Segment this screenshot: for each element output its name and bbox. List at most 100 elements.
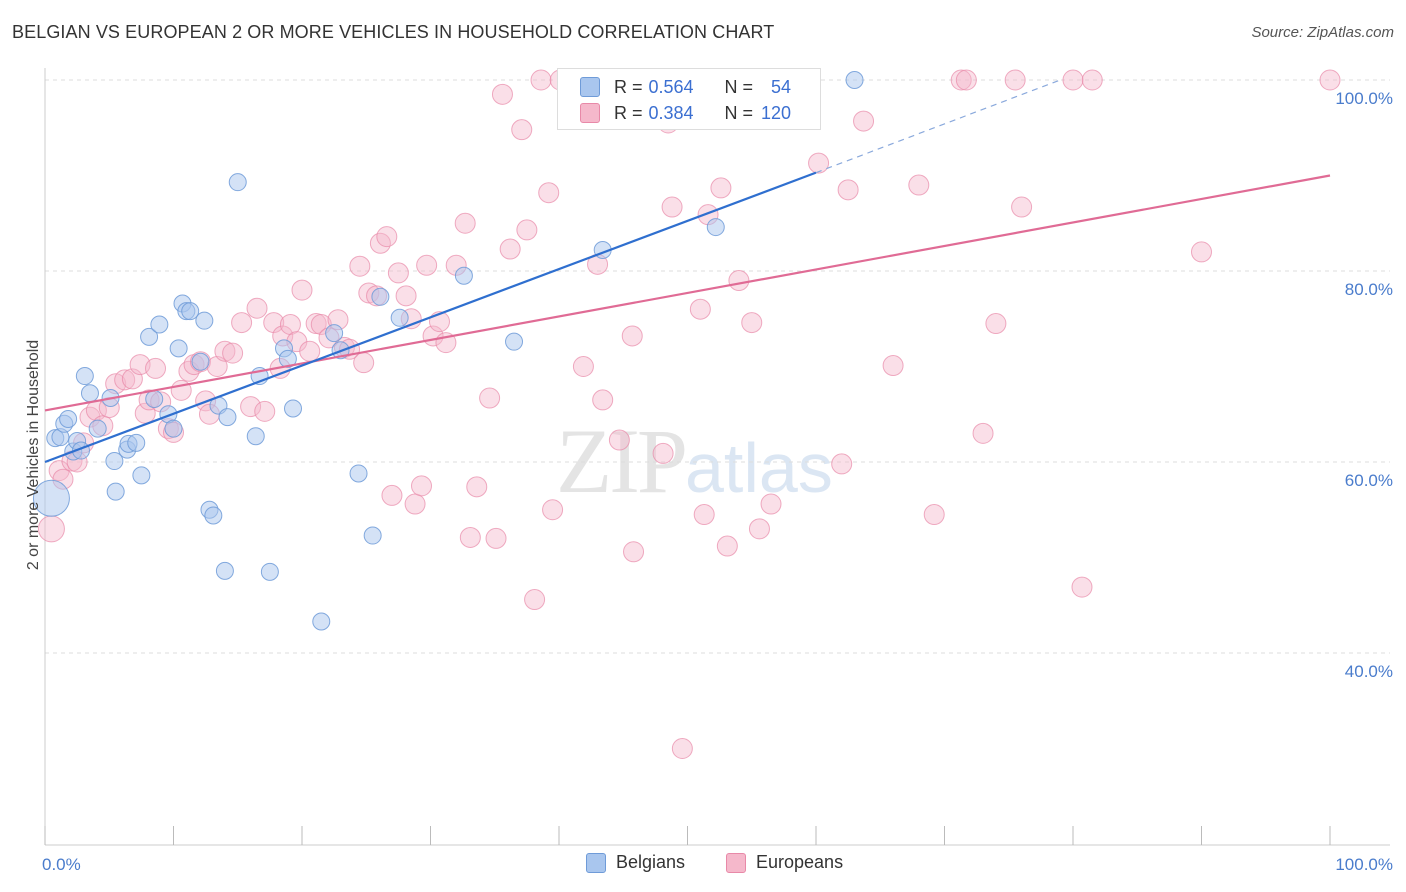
legend-r-label: R = (614, 76, 643, 97)
europeans-point (479, 387, 501, 409)
y-axis-label: 2 or more Vehicles in Household (25, 340, 42, 570)
x-tick-label: 0.0% (42, 855, 81, 874)
europeans-point (466, 476, 488, 498)
europeans-point (1081, 69, 1103, 91)
europeans-point (1062, 69, 1084, 91)
europeans-point (572, 356, 594, 377)
europeans-point (222, 342, 244, 364)
watermark-zip: ZIP (556, 410, 688, 512)
source-label: Source: ZipAtlas.com (1251, 24, 1394, 41)
legend-item-europeans[interactable]: Europeans (726, 852, 843, 873)
europeans-point (37, 515, 65, 543)
europeans-point (246, 297, 268, 319)
grid-lines (45, 79, 1390, 654)
europeans-point (1191, 241, 1212, 263)
europeans-point (291, 279, 313, 301)
legend-n-label: N = (724, 102, 754, 123)
europeans-point (254, 400, 276, 422)
europeans-points (37, 69, 1341, 759)
legend-r-value-europeans: 0.384 (648, 102, 694, 123)
y-tick-label: 100.0% (1335, 89, 1393, 108)
europeans-point (353, 352, 375, 374)
europeans-point (145, 357, 167, 379)
legend-r-label: R = (614, 102, 643, 123)
europeans-point (369, 232, 391, 254)
europeans-point (623, 541, 645, 563)
y-tick-label: 80.0% (1345, 280, 1393, 299)
belgians-point (195, 311, 214, 330)
belgians-point (32, 479, 70, 517)
belgians-point (218, 408, 237, 427)
belgians-point (390, 308, 409, 327)
belgians-point (127, 433, 146, 452)
belgians-point (140, 327, 159, 346)
europeans-point (299, 340, 321, 362)
belgians-point (169, 339, 188, 358)
europeans-point (411, 475, 433, 497)
europeans-point (1319, 69, 1341, 91)
europeans-point (716, 535, 738, 557)
belgians-point (59, 410, 78, 429)
europeans-point (741, 312, 763, 334)
belgians-point (228, 173, 247, 192)
belgians-point (132, 466, 151, 485)
europeans-point (972, 422, 994, 444)
legend-swatch-belgians (586, 852, 606, 873)
europeans-point (459, 526, 481, 548)
belgians-point (204, 506, 223, 525)
belgians-point (349, 464, 368, 483)
europeans-point (908, 174, 930, 196)
europeans-point (499, 238, 521, 260)
legend-r-value-belgians: 0.564 (648, 76, 694, 97)
europeans-point (831, 453, 853, 475)
europeans-point (592, 389, 614, 411)
europeans-point (621, 325, 643, 347)
europeans-point (114, 369, 136, 391)
legend-swatch-belgians (580, 77, 600, 97)
belgians-point (371, 287, 390, 306)
europeans-point (524, 589, 546, 611)
europeans-point (387, 262, 409, 284)
europeans-point (950, 69, 972, 91)
belgians-trend-extension (815, 79, 1061, 174)
belgians-point (80, 384, 99, 403)
belgians-point (325, 324, 344, 343)
legend-n-value-belgians: 54 (771, 76, 792, 97)
europeans-point (955, 69, 977, 91)
europeans-point (923, 504, 945, 526)
belgians-point (454, 266, 473, 285)
europeans-point (853, 110, 875, 132)
europeans-point (1071, 576, 1093, 598)
europeans-point (454, 212, 476, 234)
europeans-point (231, 312, 253, 334)
europeans-point (882, 355, 904, 377)
belgians-point (284, 399, 303, 418)
europeans-point (808, 152, 830, 174)
belgians-trend-line (44, 171, 817, 464)
europeans-point (240, 396, 262, 418)
europeans-point (395, 285, 417, 307)
axes (44, 68, 1390, 846)
belgians-point (181, 302, 200, 321)
europeans-point (404, 493, 426, 515)
legend-item-belgians[interactable]: Belgians (586, 852, 685, 873)
europeans-point (485, 527, 507, 549)
europeans-point (985, 313, 1007, 335)
europeans-point (214, 340, 236, 362)
belgians-point (260, 562, 279, 581)
europeans-point (608, 429, 630, 451)
chart-title: BELGIAN VS EUROPEAN 2 OR MORE VEHICLES I… (12, 22, 775, 42)
belgians-point (88, 419, 107, 438)
europeans-point (1011, 196, 1033, 218)
europeans-point (376, 226, 398, 248)
europeans-point (728, 270, 750, 292)
europeans-point (837, 179, 859, 201)
legend-swatch-europeans (726, 852, 746, 873)
legend-row-europeans: R = 0.384 N = 120 (580, 100, 791, 126)
watermark-atlas: atlas (685, 429, 833, 507)
legend-n-value-europeans: 120 (761, 102, 792, 123)
belgians-point (164, 419, 183, 438)
x-tick-label: 100.0% (1335, 855, 1393, 874)
legend-n-label: N = (724, 76, 754, 97)
europeans-point (760, 493, 782, 515)
